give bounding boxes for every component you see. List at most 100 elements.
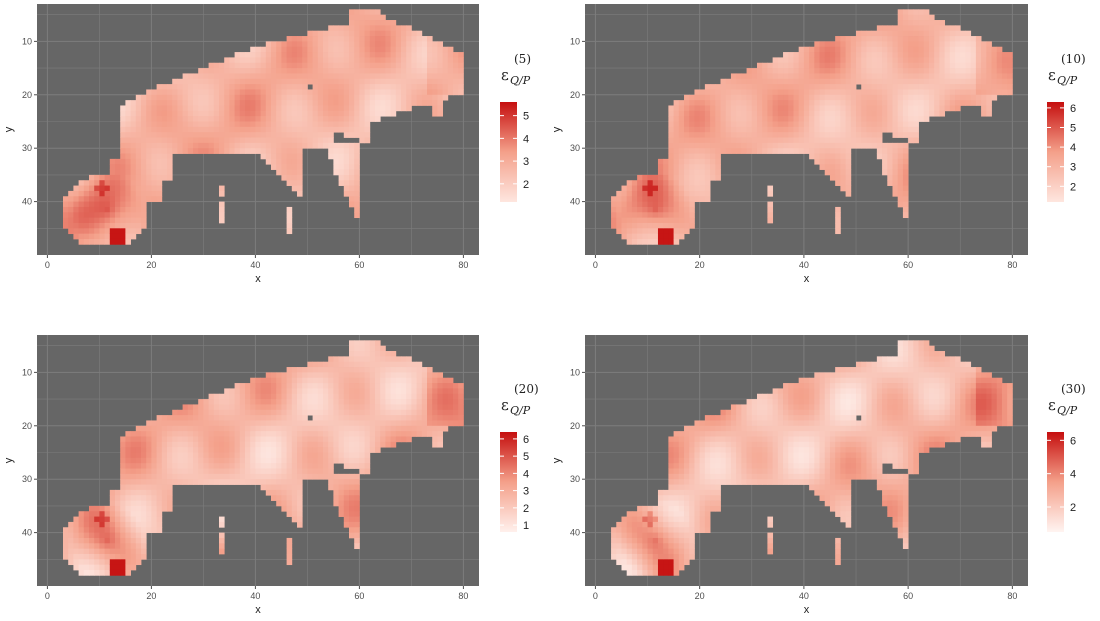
heatmap-cell xyxy=(704,425,711,432)
heatmap-cell xyxy=(715,473,721,480)
heatmap-cell xyxy=(265,372,272,379)
heatmap-cell xyxy=(453,383,459,389)
heatmap-cell xyxy=(271,52,277,58)
heatmap-cell xyxy=(631,206,638,213)
heatmap-cell xyxy=(271,436,277,443)
heatmap-cell xyxy=(94,537,100,544)
heatmap-cell xyxy=(673,516,680,523)
heatmap-cell xyxy=(312,89,319,96)
heatmap-cell xyxy=(286,436,293,443)
heatmap-cell xyxy=(798,126,805,133)
heatmap-cell xyxy=(213,73,220,80)
heatmap-cell xyxy=(349,447,355,453)
heatmap-cell xyxy=(631,564,638,571)
heatmap-cell xyxy=(829,169,836,176)
heatmap-cell xyxy=(182,142,189,149)
heatmap-cell xyxy=(187,116,194,122)
heatmap-cell xyxy=(689,489,695,496)
heatmap-cell xyxy=(219,190,225,197)
heatmap-cell xyxy=(684,495,690,501)
heatmap-cell xyxy=(803,89,810,96)
heatmap-cell xyxy=(120,559,126,566)
heatmap-cell xyxy=(281,41,287,48)
heatmap-cell xyxy=(297,174,303,181)
heatmap-cell xyxy=(260,94,267,101)
heatmap-cell xyxy=(918,116,925,122)
heatmap-cell xyxy=(637,559,643,566)
heatmap-cell xyxy=(835,105,841,112)
heatmap-cell xyxy=(715,169,721,176)
heatmap-cell xyxy=(271,89,277,96)
heatmap-cell xyxy=(146,495,152,501)
heatmap-cell xyxy=(918,105,925,112)
heatmap-cell xyxy=(861,94,867,101)
heatmap-cell xyxy=(343,185,350,192)
heatmap-cell xyxy=(416,383,423,389)
heatmap-cell xyxy=(788,78,794,85)
heatmap-cell xyxy=(876,100,883,106)
heatmap-cell xyxy=(876,68,883,74)
heatmap-cell xyxy=(125,206,131,213)
heatmap-cell xyxy=(146,158,152,165)
heatmap-cell xyxy=(364,431,371,437)
heatmap-cell xyxy=(317,457,324,464)
heatmap-cell xyxy=(631,527,638,533)
heatmap-cell xyxy=(720,479,727,485)
heatmap-cell xyxy=(406,100,412,106)
heatmap-cell xyxy=(668,569,674,576)
heatmap-cell xyxy=(369,57,376,64)
heatmap-cell xyxy=(343,105,350,112)
heatmap-cell xyxy=(234,479,241,485)
heatmap-cell xyxy=(130,121,137,128)
heatmap-cell xyxy=(385,351,391,357)
heatmap-cell xyxy=(141,457,147,464)
heatmap-cell xyxy=(918,20,925,26)
heatmap-cell xyxy=(193,132,199,138)
heatmap-cell xyxy=(845,105,852,112)
heatmap-cell xyxy=(626,238,633,245)
heatmap-cell xyxy=(850,132,857,138)
heatmap-cell xyxy=(730,84,737,90)
heatmap-cell xyxy=(224,94,230,101)
heatmap-cell xyxy=(115,489,121,496)
heatmap-cell xyxy=(323,126,329,133)
heatmap-cell xyxy=(286,425,293,432)
heatmap-cell xyxy=(167,142,173,149)
y-axis-title: y xyxy=(3,126,15,132)
heatmap-cell xyxy=(369,409,376,416)
heatmap-cell xyxy=(135,537,142,544)
heatmap-cell xyxy=(198,68,204,74)
heatmap-cell xyxy=(803,116,810,122)
heatmap-cell xyxy=(125,436,131,443)
heatmap-cell xyxy=(913,52,919,58)
heatmap-cell xyxy=(689,495,695,501)
heatmap-cell xyxy=(338,431,345,437)
heatmap-cell xyxy=(364,340,371,347)
heatmap-cell xyxy=(281,415,287,421)
heatmap-cell xyxy=(354,25,360,32)
heatmap-cell xyxy=(897,105,904,112)
heatmap-cell xyxy=(338,473,345,480)
heatmap-cell xyxy=(265,447,272,453)
heatmap-cell xyxy=(673,196,680,202)
heatmap-cell xyxy=(213,121,220,128)
heatmap-cell xyxy=(369,14,376,21)
heatmap-cell xyxy=(882,25,888,32)
heatmap-cell xyxy=(416,100,423,106)
heatmap-cell xyxy=(447,84,454,90)
heatmap-cell xyxy=(297,468,303,475)
heatmap-cell xyxy=(187,436,194,443)
heatmap-cell xyxy=(281,463,287,469)
heatmap-cell xyxy=(354,532,360,539)
heatmap-cell xyxy=(616,196,622,202)
heatmap-cell xyxy=(146,473,152,480)
heatmap-cell xyxy=(198,100,204,106)
heatmap-cell xyxy=(678,100,685,106)
heatmap-cell xyxy=(369,388,376,395)
heatmap-cell xyxy=(767,94,774,101)
heatmap-cell xyxy=(302,441,308,448)
heatmap-cell xyxy=(338,110,345,117)
heatmap-cell xyxy=(824,78,831,85)
heatmap-cell xyxy=(281,89,287,96)
heatmap-cell xyxy=(354,158,360,165)
